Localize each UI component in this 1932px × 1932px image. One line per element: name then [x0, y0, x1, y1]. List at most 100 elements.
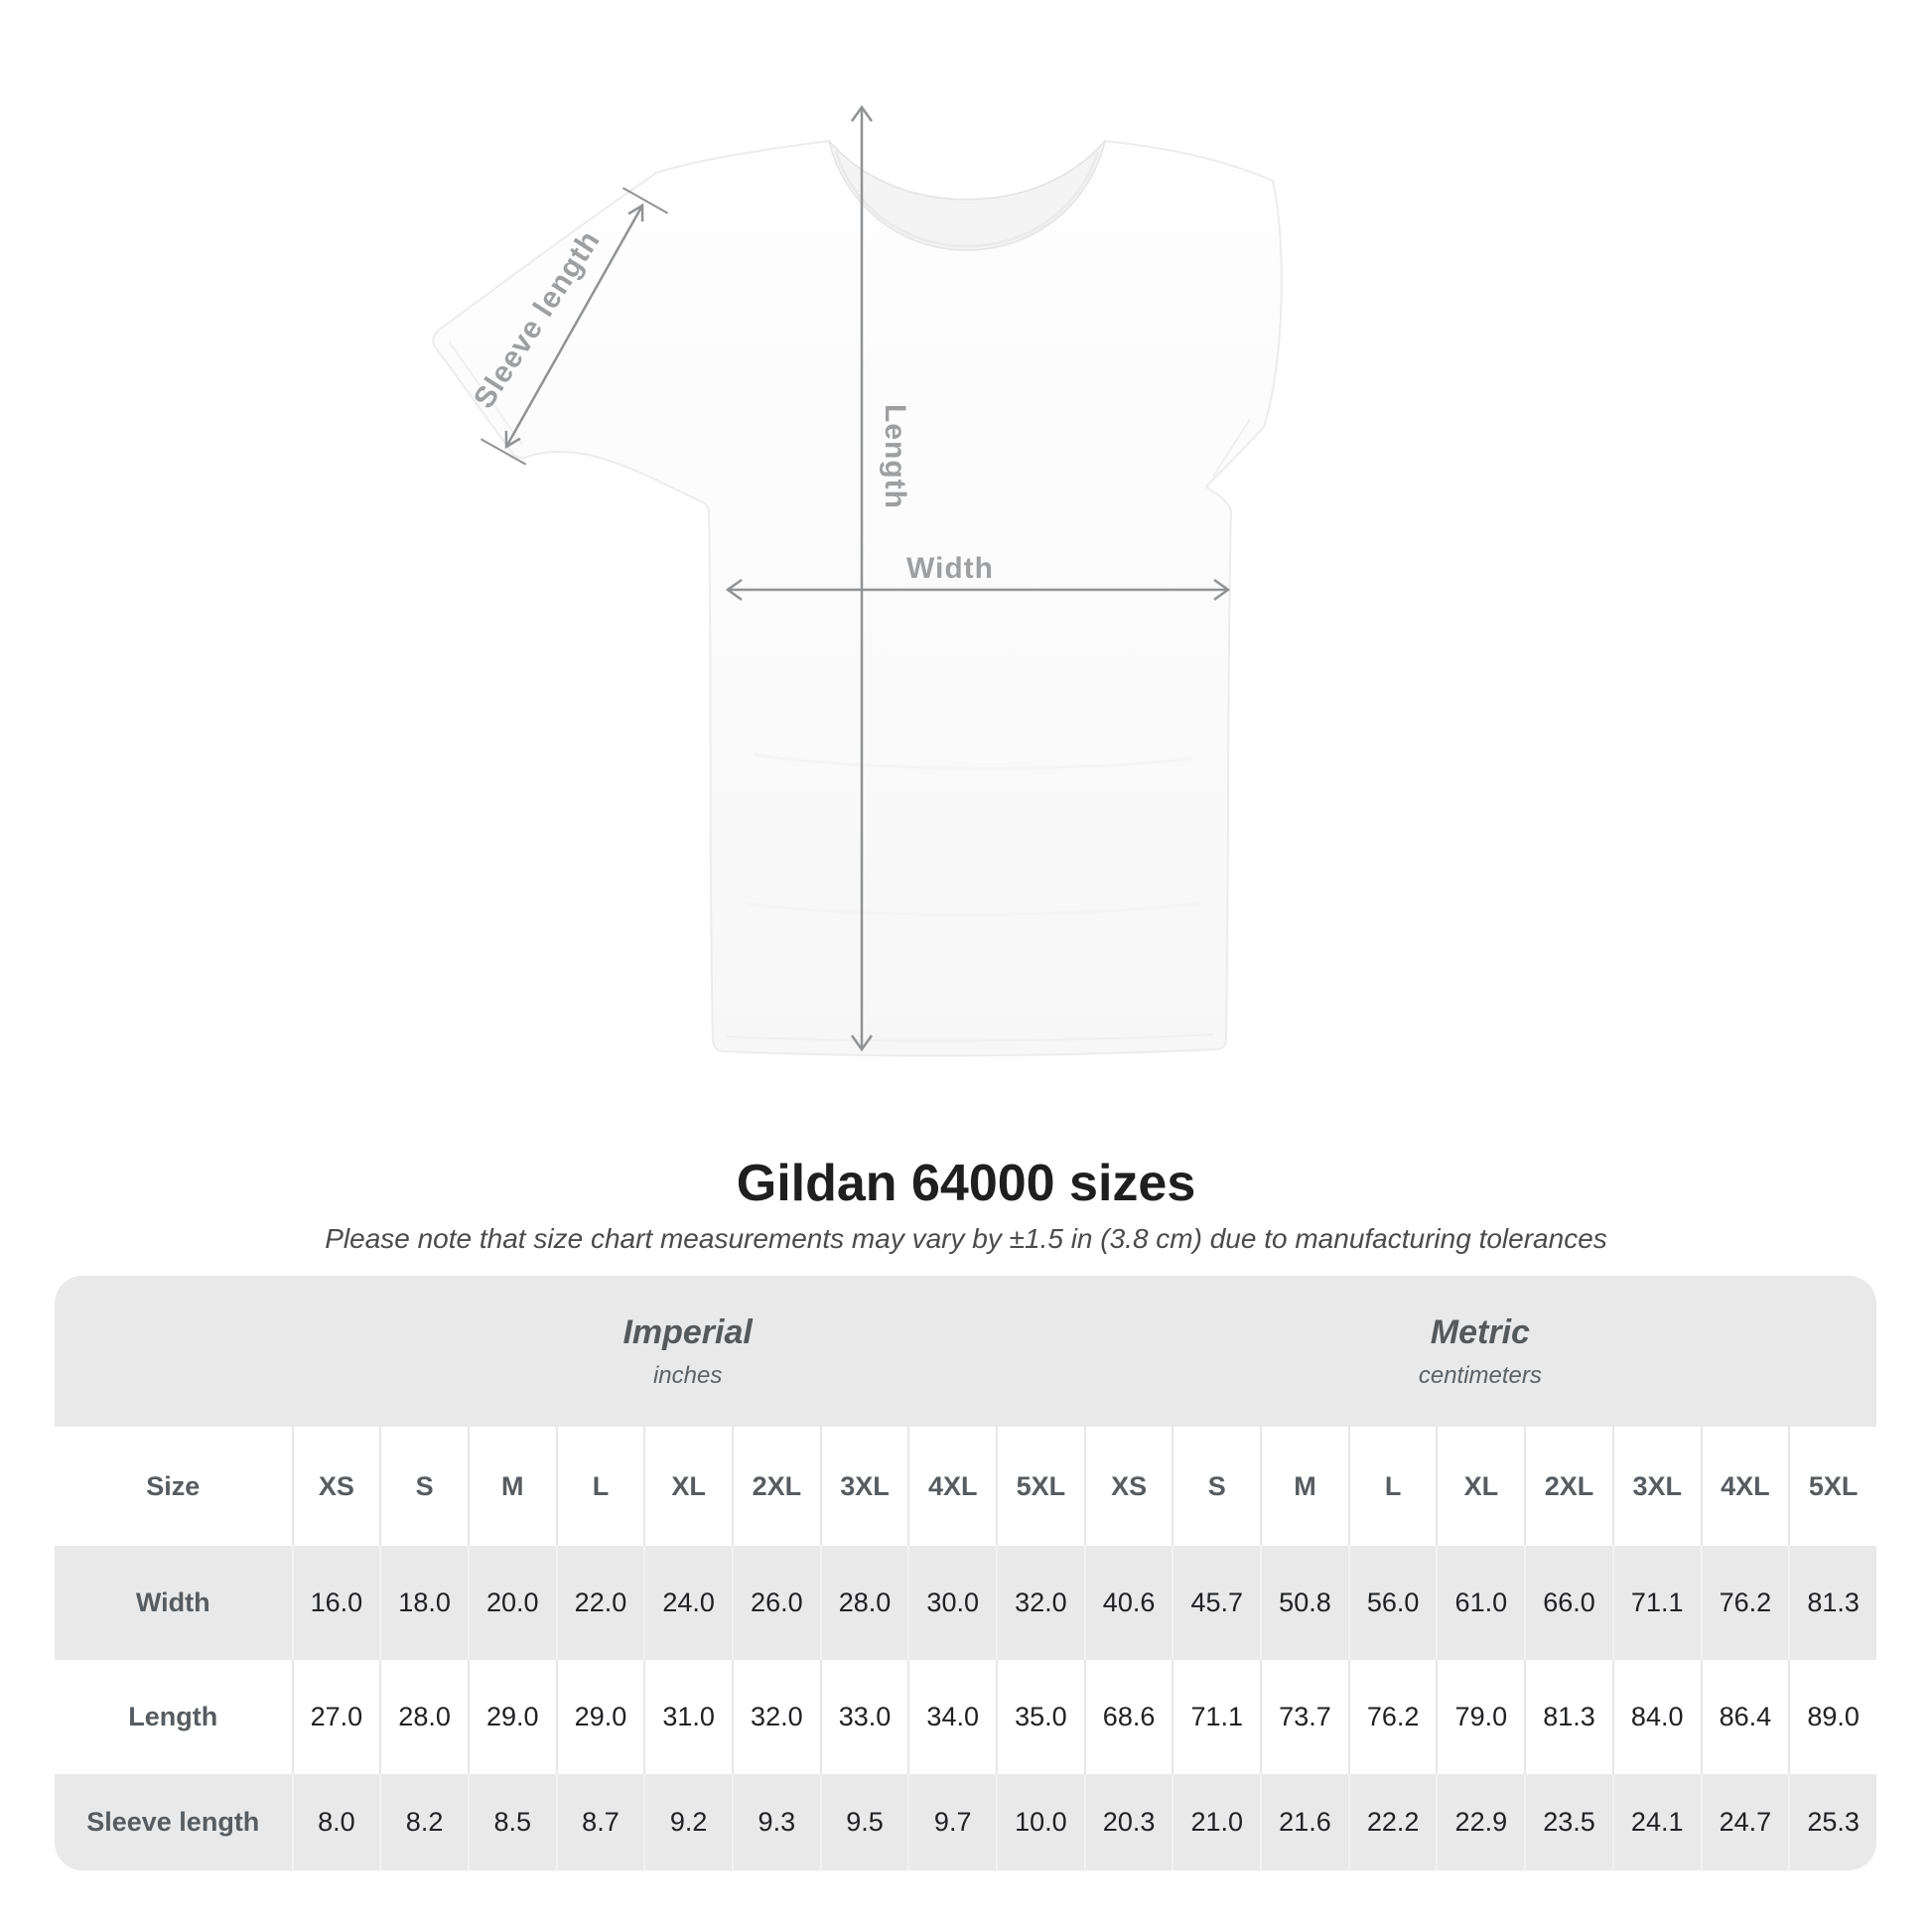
length-imperial-value: 35.0 [996, 1660, 1084, 1774]
left-sleeve-hem-seam [448, 341, 523, 446]
size-col-header: S [1172, 1427, 1261, 1546]
length-label: Length [879, 404, 911, 509]
size-col-header: XL [643, 1427, 732, 1546]
row-label-length: Length [55, 1660, 292, 1774]
size-col-header: 3XL [819, 1427, 908, 1546]
length-metric-value: 68.6 [1083, 1660, 1173, 1774]
width-imperial-value: 16.0 [291, 1546, 380, 1660]
row-label-sleeve-length: Sleeve length [86, 1807, 260, 1837]
imperial-group-header: Imperial inches [292, 1276, 1084, 1427]
length-arrow [850, 104, 874, 1052]
width-imperial-value: 28.0 [819, 1546, 908, 1660]
length-metric-value: 79.0 [1436, 1660, 1525, 1774]
width-imperial-value: 30.0 [907, 1546, 996, 1660]
unit-group-header-row: Imperial inches Metric centimeters [55, 1276, 1876, 1427]
sleeve-length-row: Sleeve length 8.0 8.2 8.5 8.7 9.2 9.3 9.… [55, 1774, 1876, 1870]
width-imperial-value: 24.0 [643, 1546, 732, 1660]
size-row-label: Size [55, 1427, 292, 1546]
width-metric-value: 50.8 [1260, 1546, 1348, 1660]
collar-shadow [834, 150, 1100, 248]
sleeve-metric-value: 20.3 [1083, 1774, 1173, 1870]
size-col-header: XL [1436, 1427, 1525, 1546]
size-col-header: M [467, 1427, 556, 1546]
length-imperial-value: 31.0 [643, 1660, 732, 1774]
sleeve-metric-value: 22.2 [1347, 1774, 1437, 1870]
width-metric-value: 61.0 [1436, 1546, 1524, 1660]
sleeve-metric-value: 21.6 [1260, 1774, 1348, 1870]
sleeve-metric-value: 21.0 [1172, 1774, 1260, 1870]
width-imperial-value: 18.0 [379, 1546, 468, 1660]
length-imperial-value: 28.0 [379, 1660, 468, 1774]
width-metric-value: 66.0 [1524, 1546, 1612, 1660]
size-col-header: 2XL [731, 1427, 820, 1546]
sleeve-length-arrow [480, 187, 669, 466]
width-metric-value: 76.2 [1700, 1546, 1789, 1660]
length-imperial-value: 34.0 [907, 1660, 997, 1774]
size-col-header: XS [1083, 1427, 1173, 1546]
sleeve-imperial-value: 9.3 [731, 1774, 820, 1870]
length-imperial-value: 29.0 [555, 1660, 644, 1774]
length-metric-value: 84.0 [1611, 1660, 1701, 1774]
size-header-row: Size XS S M L XL 2XL 3XL 4XL 5XL XS S M … [55, 1427, 1876, 1546]
width-metric-value: 81.3 [1788, 1546, 1876, 1660]
length-metric-value: 86.4 [1700, 1660, 1789, 1774]
length-metric-value: 73.7 [1260, 1660, 1348, 1774]
sleeve-metric-value: 24.7 [1700, 1774, 1789, 1870]
length-imperial-value: 32.0 [731, 1660, 820, 1774]
tolerance-note: Please note that size chart measurements… [325, 1223, 1607, 1254]
length-imperial-value: 27.0 [291, 1660, 380, 1774]
sleeve-imperial-value: 8.5 [467, 1774, 556, 1870]
length-imperial-value: 33.0 [819, 1660, 908, 1774]
width-imperial-value: 32.0 [996, 1546, 1084, 1660]
size-col-header: M [1260, 1427, 1348, 1546]
sleeve-metric-value: 22.9 [1436, 1774, 1524, 1870]
width-imperial-value: 22.0 [555, 1546, 644, 1660]
collar-band [828, 140, 1106, 251]
width-metric-value: 40.6 [1083, 1546, 1173, 1660]
sleeve-imperial-value: 9.2 [643, 1774, 732, 1870]
sleeve-imperial-value: 10.0 [996, 1774, 1084, 1870]
page-title: Gildan 64000 sizes [736, 1155, 1196, 1212]
sleeve-imperial-value: 9.7 [907, 1774, 996, 1870]
width-metric-value: 56.0 [1347, 1546, 1437, 1660]
right-sleeve-hem-seam [1212, 418, 1251, 478]
group-header-spacer [55, 1276, 292, 1427]
size-col-header: L [555, 1427, 644, 1546]
sleeve-imperial-value: 8.2 [379, 1774, 468, 1870]
width-row: Width 16.0 18.0 20.0 22.0 24.0 26.0 28.0… [55, 1546, 1876, 1660]
width-imperial-value: 20.0 [467, 1546, 556, 1660]
imperial-unit-label: inches [652, 1361, 723, 1389]
imperial-system-label: Imperial [622, 1312, 753, 1351]
sleeve-imperial-value: 8.0 [291, 1774, 380, 1870]
size-col-header: 4XL [907, 1427, 997, 1546]
width-label: Width [906, 552, 994, 585]
size-table-card: Imperial inches Metric centimeters Size … [55, 1276, 1876, 1870]
size-col-header: 5XL [996, 1427, 1084, 1546]
sleeve-metric-value: 25.3 [1788, 1774, 1876, 1870]
size-col-header: 2XL [1524, 1427, 1612, 1546]
width-arrow [725, 578, 1231, 602]
size-col-header: S [379, 1427, 468, 1546]
width-imperial-value: 26.0 [731, 1546, 820, 1660]
fabric-wrinkle [746, 901, 1200, 916]
length-metric-value: 89.0 [1788, 1660, 1876, 1774]
metric-system-label: Metric [1430, 1312, 1530, 1351]
size-col-header: XS [291, 1427, 380, 1546]
length-metric-value: 71.1 [1172, 1660, 1261, 1774]
width-metric-value: 45.7 [1172, 1546, 1260, 1660]
size-col-header: 5XL [1788, 1427, 1876, 1546]
row-label-width: Width [135, 1587, 210, 1617]
tshirt-graphic [432, 139, 1283, 1057]
width-metric-value: 71.1 [1611, 1546, 1701, 1660]
sleeve-imperial-value: 9.5 [819, 1774, 908, 1870]
fabric-wrinkle [754, 753, 1192, 770]
sleeve-metric-value: 24.1 [1611, 1774, 1701, 1870]
metric-unit-label: centimeters [1418, 1361, 1542, 1389]
size-col-header: L [1347, 1427, 1437, 1546]
bottom-hem-seam [726, 1034, 1214, 1042]
length-imperial-value: 29.0 [467, 1660, 556, 1774]
length-metric-value: 76.2 [1347, 1660, 1437, 1774]
length-row: Length 27.0 28.0 29.0 29.0 31.0 32.0 33.… [55, 1660, 1876, 1774]
sleeve-metric-value: 23.5 [1524, 1774, 1612, 1870]
